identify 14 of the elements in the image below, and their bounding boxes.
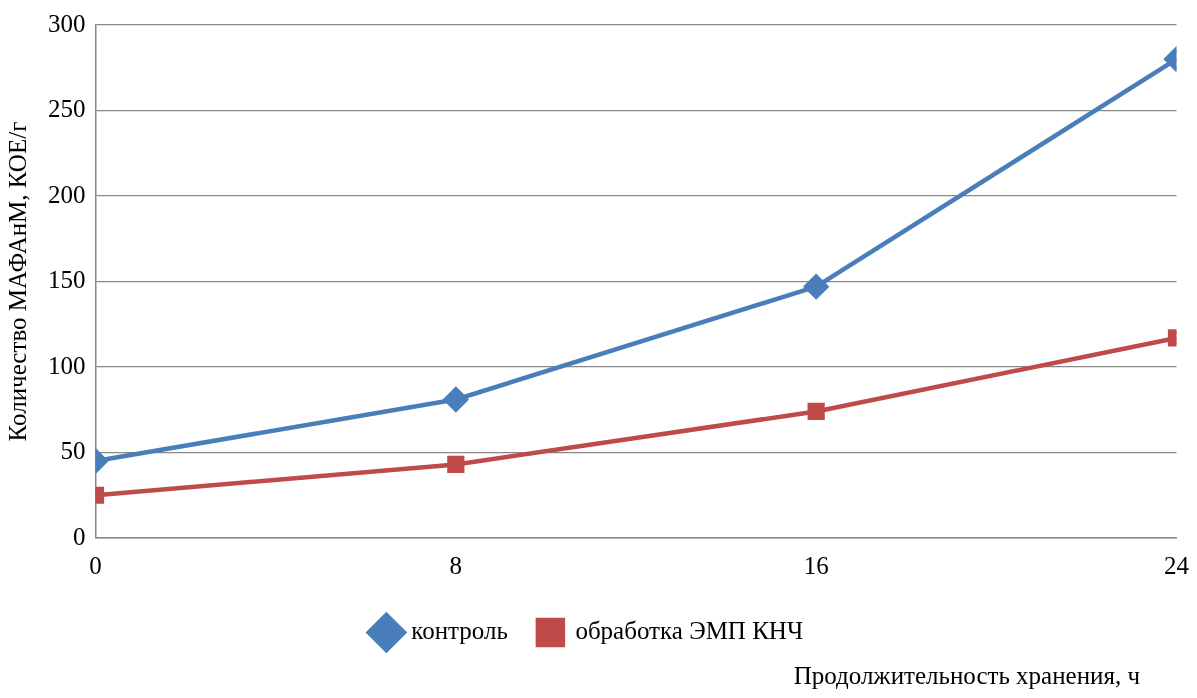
legend-label: контроль bbox=[411, 617, 508, 645]
x-axis-title: Продолжительность хранения, ч bbox=[792, 662, 1140, 690]
y-tick-label: 300 bbox=[48, 9, 86, 37]
y-tick-label: 250 bbox=[48, 95, 86, 123]
y-tick-label: 200 bbox=[48, 180, 86, 208]
y-tick-label: 150 bbox=[48, 266, 86, 294]
x-tick-label: 16 bbox=[803, 551, 829, 579]
legend-label: обработка ЭМП КНЧ bbox=[575, 617, 804, 645]
y-tick-label: 0 bbox=[73, 522, 86, 550]
y-tick-label: 50 bbox=[60, 437, 86, 465]
y-tick-label: 100 bbox=[48, 351, 86, 379]
y-axis-title: Количество МАФАнМ, КОЕ/г bbox=[3, 121, 31, 442]
x-tick-label: 24 bbox=[1164, 551, 1190, 579]
x-tick-label: 8 bbox=[449, 551, 463, 579]
